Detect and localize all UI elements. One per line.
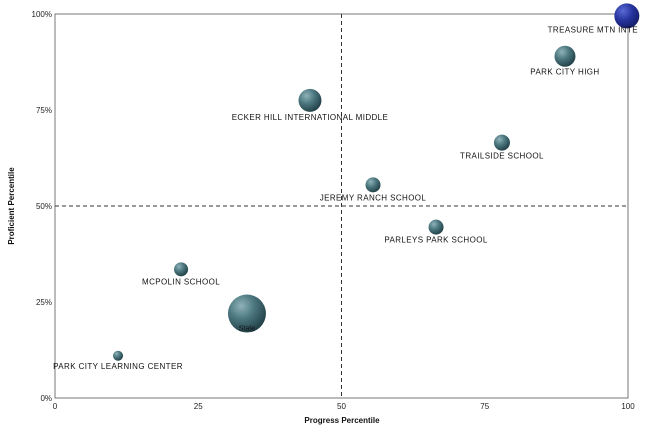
bubble-label: PARK CITY LEARNING CENTER xyxy=(53,362,183,371)
bubble-label: JEREMY RANCH SCHOOL xyxy=(320,193,427,202)
x-axis-ticks: 0 25 50 75 100 xyxy=(53,402,635,411)
bubble-label: PARK CITY HIGH xyxy=(530,68,599,77)
y-tick-label: 25% xyxy=(36,298,52,307)
bubble xyxy=(227,294,266,333)
bubble-labels: TREASURE MTN INTE PARK CITY HIGH ECKER HIL… xyxy=(53,25,638,371)
bubble xyxy=(113,350,124,361)
reference-lines xyxy=(55,14,628,398)
bubble xyxy=(493,134,510,151)
bubble xyxy=(365,177,381,193)
y-tick-label: 75% xyxy=(36,106,52,115)
bubble-label: MCPOLIN SCHOOL xyxy=(142,277,220,286)
x-tick-label: 25 xyxy=(194,402,203,411)
bubble-label: TREASURE MTN INTE xyxy=(548,25,638,34)
y-tick-label: 50% xyxy=(36,202,52,211)
bubble xyxy=(298,88,322,112)
bubble-label: ECKER HILL INTERNATIONAL MIDDLE xyxy=(232,113,389,122)
bubble xyxy=(554,45,576,67)
bubble xyxy=(614,3,640,29)
x-tick-label: 0 xyxy=(53,402,58,411)
bubble-label: PARLEYS PARK SCHOOL xyxy=(384,236,487,245)
bubbles xyxy=(113,3,640,361)
bubble-label: TRAILSIDE SCHOOL xyxy=(460,152,544,161)
y-axis-ticks: 0% 25% 50% 75% 100% xyxy=(32,10,52,403)
x-tick-label: 100 xyxy=(621,402,635,411)
bubble-label: State xyxy=(239,326,255,333)
y-tick-label: 0% xyxy=(40,394,52,403)
x-axis-title: Progress Percentile xyxy=(304,416,380,425)
x-tick-label: 50 xyxy=(337,402,346,411)
y-axis-title: Proficient Percentile xyxy=(7,167,16,245)
bubble xyxy=(428,219,444,235)
y-tick-label: 100% xyxy=(32,10,52,19)
x-tick-label: 75 xyxy=(480,402,489,411)
bubble xyxy=(174,262,189,277)
